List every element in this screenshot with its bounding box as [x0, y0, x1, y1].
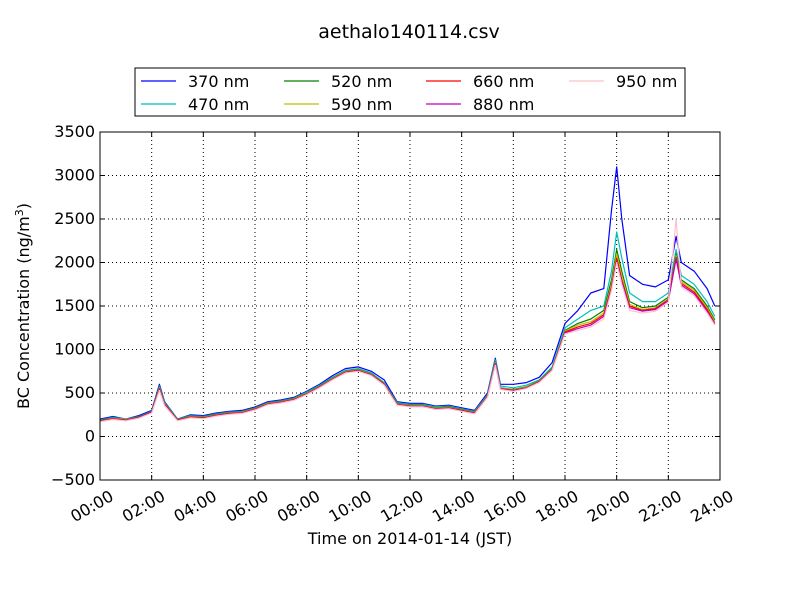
y-tick-label: 2500 [54, 209, 95, 228]
legend-label: 950 nm [616, 72, 677, 91]
tick-labels: 00:00 02:00 04:00 06:00 08:00 10:00 12:00 14:00… [51, 122, 737, 526]
y-tick-label: 2000 [54, 253, 95, 272]
x-tick-label: 12:00 [377, 486, 426, 526]
y-tick-label: 1000 [54, 340, 95, 359]
x-tick-label: 06:00 [222, 486, 271, 526]
y-axis-label: BC Concentration (ng/m3) [13, 203, 33, 409]
plot-area [99, 166, 716, 423]
ticks [99, 131, 721, 481]
grid [99, 131, 721, 481]
series-line-4 [99, 256, 716, 422]
y-tick-label: 0 [85, 427, 95, 446]
legend-label: 880 nm [473, 95, 534, 114]
x-tick-label: 24:00 [687, 486, 736, 526]
x-tick-label: 04:00 [171, 486, 220, 526]
legend-label: 520 nm [331, 72, 392, 91]
series-line-5 [99, 258, 716, 422]
x-tick-label: 14:00 [429, 486, 478, 526]
y-tick-label: 500 [64, 383, 95, 402]
series-line-3 [99, 253, 716, 422]
legend-label: 590 nm [331, 95, 392, 114]
series-line-0 [99, 166, 716, 420]
legend-label: 660 nm [473, 72, 534, 91]
series-line-1 [99, 231, 716, 421]
chart-title: aethalo140114.csv [318, 21, 500, 43]
legend-label: 370 nm [188, 72, 249, 91]
legend: 370 nm 470 nm 520 nm 590 nm 660 nm 880 nm 950 … [134, 67, 686, 117]
x-tick-label: 02:00 [119, 486, 168, 526]
y-tick-label: −500 [51, 470, 95, 489]
y-axis-label-sup: 3 [13, 209, 26, 216]
legend-label: 470 nm [188, 95, 249, 114]
x-tick-label: 18:00 [532, 486, 581, 526]
y-tick-label: 3500 [54, 122, 95, 141]
y-axis-label-main: BC Concentration (ng/m [14, 216, 33, 409]
series-line-6 [99, 218, 716, 423]
x-tick-label: 22:00 [636, 486, 685, 526]
x-axis-label: Time on 2014-01-14 (JST) [307, 529, 512, 548]
x-tick-label: 16:00 [481, 486, 530, 526]
x-tick-label: 08:00 [274, 486, 323, 526]
legend-frame [134, 67, 686, 117]
x-tick-label: 20:00 [584, 486, 633, 526]
series-line-2 [99, 248, 716, 421]
y-tick-label: 3000 [54, 166, 95, 185]
x-tick-label: 10:00 [326, 486, 375, 526]
x-tick-label: 00:00 [67, 486, 116, 526]
y-tick-label: 1500 [54, 296, 95, 315]
y-axis-label-end: ) [14, 203, 33, 209]
